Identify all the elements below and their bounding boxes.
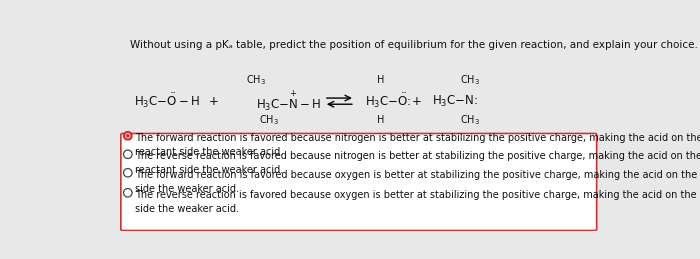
Text: +: + <box>209 95 219 108</box>
Text: The reverse reaction is favored because oxygen is better at stabilizing the posi: The reverse reaction is favored because … <box>135 190 700 214</box>
Text: CH$_3$: CH$_3$ <box>246 74 267 87</box>
Text: H: H <box>377 116 384 125</box>
Text: H: H <box>377 75 384 85</box>
Text: Without using a pKₐ table, predict the position of equilibrium for the given rea: Without using a pKₐ table, predict the p… <box>130 40 698 49</box>
Text: H$_3$C$-\overset{+}{\rm N}-$H: H$_3$C$-\overset{+}{\rm N}-$H <box>256 89 322 113</box>
Text: The forward reaction is favored because nitrogen is better at stabilizing the po: The forward reaction is favored because … <box>135 133 700 157</box>
Circle shape <box>123 132 132 140</box>
Text: The forward reaction is favored because oxygen is better at stabilizing the posi: The forward reaction is favored because … <box>135 170 700 194</box>
Circle shape <box>126 134 130 138</box>
Text: H$_3$C$-\ddot{\rm O}$:: H$_3$C$-\ddot{\rm O}$: <box>365 92 412 110</box>
Text: +: + <box>412 95 422 108</box>
Text: CH$_3$: CH$_3$ <box>461 74 480 87</box>
Text: CH$_3$: CH$_3$ <box>461 113 480 127</box>
Text: CH$_3$: CH$_3$ <box>259 113 279 127</box>
FancyBboxPatch shape <box>121 133 596 231</box>
Text: H$_3$C$-$N:: H$_3$C$-$N: <box>433 93 478 109</box>
Text: H$_3$C$-\ddot{\rm O}-$H: H$_3$C$-\ddot{\rm O}-$H <box>134 92 200 110</box>
Circle shape <box>127 135 129 137</box>
Text: The reverse reaction is favored because nitrogen is better at stabilizing the po: The reverse reaction is favored because … <box>135 151 700 175</box>
